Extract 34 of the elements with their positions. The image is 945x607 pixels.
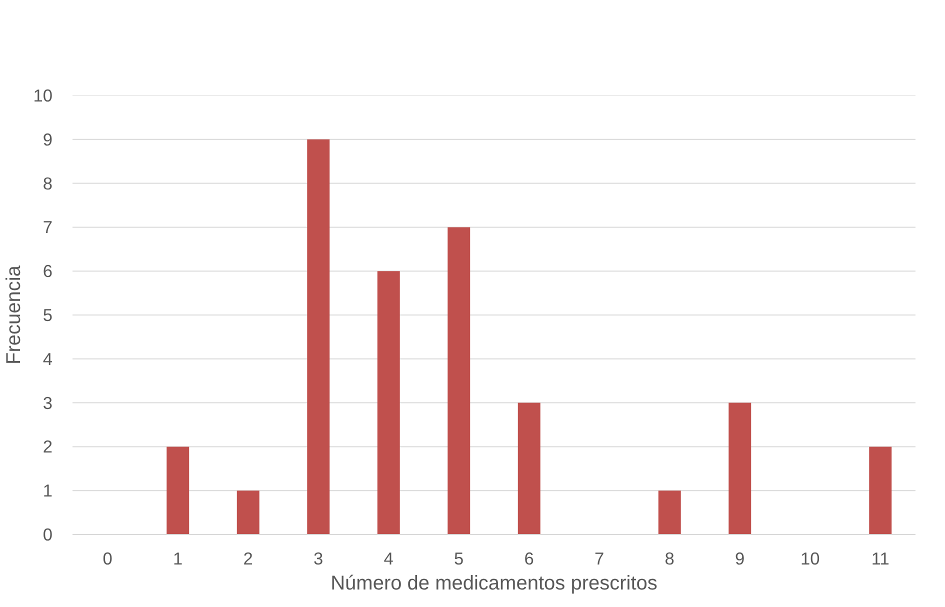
bar bbox=[377, 271, 400, 534]
bar bbox=[307, 139, 330, 534]
y-axis-title: Frecuencia bbox=[3, 264, 26, 364]
bar bbox=[448, 227, 470, 534]
y-tick-label: 0 bbox=[42, 524, 53, 544]
y-tick-label: 5 bbox=[42, 305, 53, 325]
bar bbox=[658, 490, 681, 534]
y-tick-label: 2 bbox=[42, 436, 53, 457]
y-tick-label: 1 bbox=[42, 480, 53, 501]
y-tick-label: 8 bbox=[42, 173, 53, 194]
x-tick-label: 10 bbox=[800, 548, 820, 568]
bar bbox=[869, 446, 892, 534]
y-tick-label: 6 bbox=[42, 261, 53, 282]
x-tick-label: 6 bbox=[524, 548, 534, 568]
y-tick-label: 4 bbox=[42, 348, 53, 369]
x-axis-title: Número de medicamentos prescritos bbox=[330, 572, 658, 594]
bar bbox=[236, 490, 260, 534]
x-tick-label: 1 bbox=[173, 548, 183, 568]
y-tick-label: 3 bbox=[42, 392, 53, 413]
y-tick-label: 7 bbox=[42, 217, 53, 238]
x-tick-label: 11 bbox=[871, 548, 890, 568]
x-tick-label: 4 bbox=[384, 548, 394, 568]
x-tick-label: 0 bbox=[102, 548, 112, 568]
x-tick-label: 9 bbox=[735, 548, 745, 568]
x-tick-label: 2 bbox=[243, 548, 253, 568]
x-tick-label: 5 bbox=[454, 548, 464, 568]
bar bbox=[166, 446, 190, 534]
x-tick-label: 8 bbox=[664, 548, 674, 568]
bar bbox=[518, 402, 540, 534]
x-tick-label: 7 bbox=[594, 548, 604, 568]
bar bbox=[728, 402, 752, 534]
y-tick-label: 9 bbox=[42, 129, 53, 150]
x-tick-label: 3 bbox=[314, 548, 324, 568]
y-tick-label: 10 bbox=[33, 86, 53, 106]
